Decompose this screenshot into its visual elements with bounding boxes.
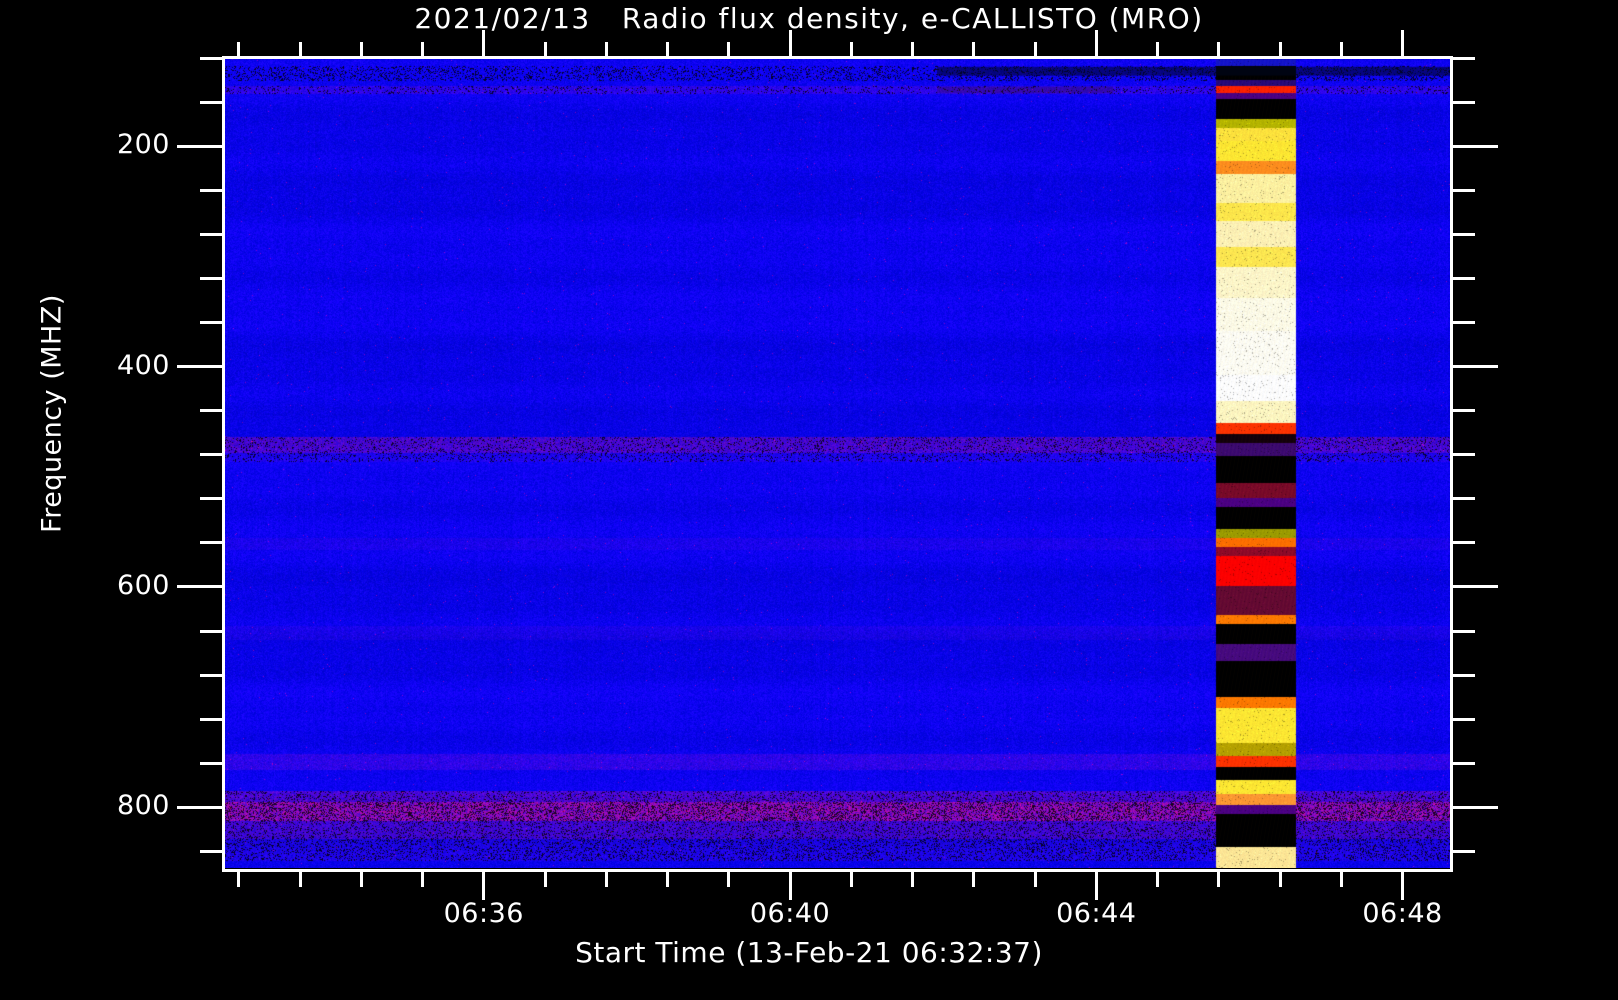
x-tick-minor [298, 872, 302, 887]
x-tick-minor-top [911, 42, 915, 57]
y-tick-minor-right [1452, 849, 1475, 853]
y-tick-minor-right [1452, 188, 1475, 192]
x-axis-title: Start Time (13-Feb-21 06:32:37) [575, 936, 1043, 969]
x-tick-major-top [788, 30, 792, 57]
y-tick-major-right [1452, 365, 1498, 369]
x-tick-minor-top [1217, 42, 1221, 57]
x-tick-minor-top [421, 42, 425, 57]
x-tick-minor [1156, 872, 1160, 887]
x-tick-minor [727, 872, 731, 887]
x-tick-label: 06:40 [749, 898, 831, 929]
y-tick-label: 200 [116, 129, 170, 161]
x-tick-major [1094, 872, 1098, 900]
x-tick-minor-top [849, 42, 853, 57]
y-tick-minor [200, 717, 223, 721]
y-tick-minor-right [1452, 673, 1475, 677]
x-tick-minor-top [1339, 42, 1343, 57]
x-tick-minor [911, 872, 915, 887]
x-tick-minor [849, 872, 853, 887]
x-tick-minor [543, 872, 547, 887]
x-tick-minor-top [972, 42, 976, 57]
y-tick-minor-right [1452, 717, 1475, 721]
y-tick-minor [200, 232, 223, 236]
x-tick-minor [421, 872, 425, 887]
y-tick-minor-right [1452, 761, 1475, 765]
y-tick-minor-right [1452, 100, 1475, 104]
y-tick-minor [200, 276, 223, 280]
spectrogram-image [225, 58, 1450, 868]
y-tick-minor [200, 100, 223, 104]
x-tick-minor [604, 872, 608, 887]
x-tick-minor-top [543, 42, 547, 57]
y-tick-minor [200, 761, 223, 765]
x-tick-minor [359, 872, 363, 887]
x-tick-major-top [1401, 30, 1405, 57]
x-tick-major-top [482, 30, 486, 57]
y-tick-major-right [1452, 585, 1498, 589]
y-axis-title: Frequency (MHZ) [36, 294, 68, 533]
x-tick-minor-top [359, 42, 363, 57]
x-tick-minor-top [1156, 42, 1160, 57]
x-tick-major-top [1094, 30, 1098, 57]
y-tick-minor-right [1452, 629, 1475, 633]
y-tick-minor [200, 453, 223, 457]
y-tick-minor-right [1452, 453, 1475, 457]
y-tick-label: 800 [116, 790, 170, 822]
y-axis-line-right [1450, 58, 1453, 869]
y-tick-major-right [1452, 144, 1498, 148]
x-tick-label: 06:44 [1056, 898, 1137, 929]
y-tick-minor-right [1452, 320, 1475, 324]
x-tick-minor [1217, 872, 1221, 887]
y-tick-minor-right [1452, 497, 1475, 501]
x-tick-minor-top [666, 42, 670, 57]
x-tick-minor-top [237, 42, 241, 57]
y-tick-major-right [1452, 805, 1498, 809]
y-tick-minor [200, 849, 223, 853]
y-tick-minor-right [1452, 541, 1475, 545]
x-tick-minor-top [727, 42, 731, 57]
y-tick-minor [200, 188, 223, 192]
x-axis-line-top [222, 56, 1453, 59]
y-tick-label: 400 [116, 349, 170, 381]
y-tick-major [177, 144, 223, 148]
x-tick-major [482, 872, 486, 900]
y-tick-major [177, 365, 223, 369]
x-tick-major [788, 872, 792, 900]
y-tick-minor [200, 541, 223, 545]
y-axis-line [222, 58, 225, 869]
y-tick-label: 600 [116, 569, 170, 601]
y-tick-minor-right [1452, 409, 1475, 413]
x-tick-major [1401, 872, 1405, 900]
x-tick-label: 06:36 [443, 898, 524, 929]
y-tick-major [177, 585, 223, 589]
y-tick-minor [200, 320, 223, 324]
x-tick-minor-top [1033, 42, 1037, 57]
x-tick-minor [972, 872, 976, 887]
y-tick-major [177, 805, 223, 809]
x-tick-minor [1278, 872, 1282, 887]
y-tick-minor [200, 409, 223, 413]
y-tick-minor [200, 673, 223, 677]
y-tick-minor [200, 629, 223, 633]
y-tick-minor-right [1452, 56, 1475, 60]
x-tick-minor-top [604, 42, 608, 57]
x-tick-minor [237, 872, 241, 887]
x-tick-label: 06:48 [1362, 898, 1443, 929]
y-tick-minor [200, 56, 223, 60]
x-tick-minor-top [298, 42, 302, 57]
figure-title: 2021/02/13 Radio flux density, e-CALLIST… [414, 2, 1204, 35]
y-tick-minor-right [1452, 232, 1475, 236]
x-tick-minor [666, 872, 670, 887]
x-tick-minor [1033, 872, 1037, 887]
y-tick-minor [200, 497, 223, 501]
x-tick-minor [1339, 872, 1343, 887]
spectrogram-plot-area [225, 58, 1450, 868]
x-tick-minor-top [1278, 42, 1282, 57]
x-axis-line [222, 869, 1453, 872]
y-tick-minor-right [1452, 276, 1475, 280]
